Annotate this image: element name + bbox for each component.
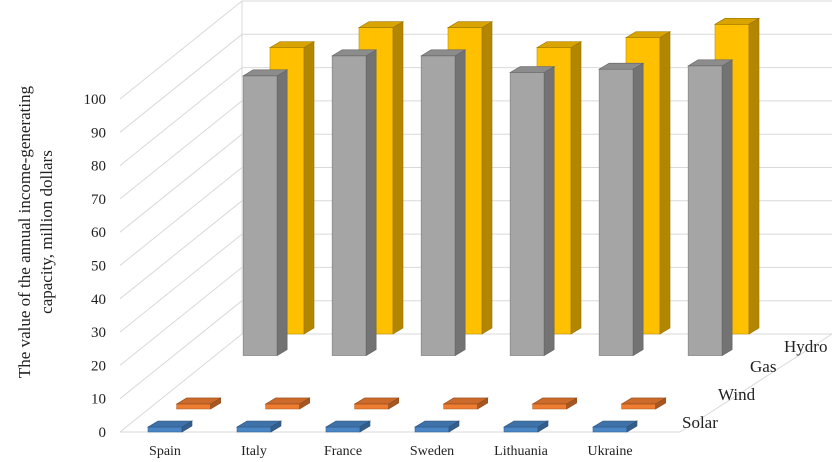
- y-tick-label-70: 70: [91, 192, 106, 208]
- category-label-lithuania: Lithuania: [494, 444, 548, 459]
- y-tick-label-20: 20: [91, 358, 106, 374]
- y-tick-label-40: 40: [91, 292, 106, 308]
- bar-solar-ukraine: [591, 420, 639, 433]
- y-tick-label-10: 10: [91, 392, 106, 408]
- y-tick-label-60: 60: [91, 225, 106, 241]
- gridline-side-10: [119, 300, 243, 400]
- y-axis-label-line-2: capacity, million dollars: [37, 150, 56, 314]
- bar-wind-spain: [175, 397, 222, 410]
- bars-layer: [146, 17, 761, 433]
- series-label-solar: Solar: [682, 413, 718, 432]
- gridline-side-40: [119, 200, 243, 300]
- bar-wind-lithuania: [531, 397, 578, 410]
- bar-solar-lithuania: [502, 420, 550, 433]
- gridline-side-100: [119, 0, 243, 100]
- category-label-italy: Italy: [241, 444, 267, 459]
- category-label-sweden: Sweden: [410, 444, 454, 459]
- gridline-side-60: [119, 133, 243, 233]
- y-tick-label-30: 30: [91, 325, 106, 341]
- gridline-side-30: [119, 233, 243, 333]
- y-tick-label-50: 50: [91, 259, 106, 275]
- y-axis-label-line-1: The value of the annual income-generatin…: [15, 85, 34, 378]
- y-tick-label-100: 100: [84, 92, 107, 108]
- bar-wind-france: [353, 397, 400, 410]
- bar-wind-sweden: [442, 397, 489, 410]
- series-label-wind: Wind: [718, 385, 756, 404]
- gridline-side-0: [119, 333, 243, 433]
- bar-solar-france: [324, 420, 372, 433]
- gridline-side-80: [119, 67, 243, 166]
- bar-solar-italy: [235, 420, 283, 433]
- bar-gas-france: [420, 49, 467, 357]
- y-tick-label-0: 0: [99, 425, 107, 441]
- bar-gas-sweden: [509, 65, 556, 357]
- category-label-ukraine: Ukraine: [587, 444, 632, 459]
- bar-solar-sweden: [413, 420, 461, 433]
- bar-solar-spain: [146, 420, 194, 433]
- category-label-spain: Spain: [149, 444, 181, 459]
- gridline-side-20: [119, 267, 243, 366]
- series-label-gas: Gas: [750, 357, 776, 376]
- y-tick-label-80: 80: [91, 159, 106, 175]
- bar-gas-lithuania: [598, 62, 645, 357]
- floor-right-edge: [679, 333, 833, 433]
- gridline-side-90: [119, 33, 243, 133]
- bar-wind-italy: [264, 397, 311, 410]
- y-tick-label-90: 90: [91, 125, 106, 141]
- bar-wind-ukraine: [620, 397, 667, 410]
- bar-gas-ukraine: [687, 59, 734, 357]
- bar-gas-italy: [331, 49, 378, 357]
- category-label-france: France: [324, 444, 362, 459]
- y-tick-labels: 0 10 20 30 40 50 60 70 80 90 100: [84, 92, 107, 441]
- bar-gas-spain: [242, 69, 289, 357]
- series-label-hydro: Hydro: [784, 337, 827, 356]
- gridline-side-50: [119, 167, 243, 266]
- category-labels: Spain Italy France Sweden Lithuania Ukraine: [149, 444, 632, 459]
- gridline-side-70: [119, 100, 243, 200]
